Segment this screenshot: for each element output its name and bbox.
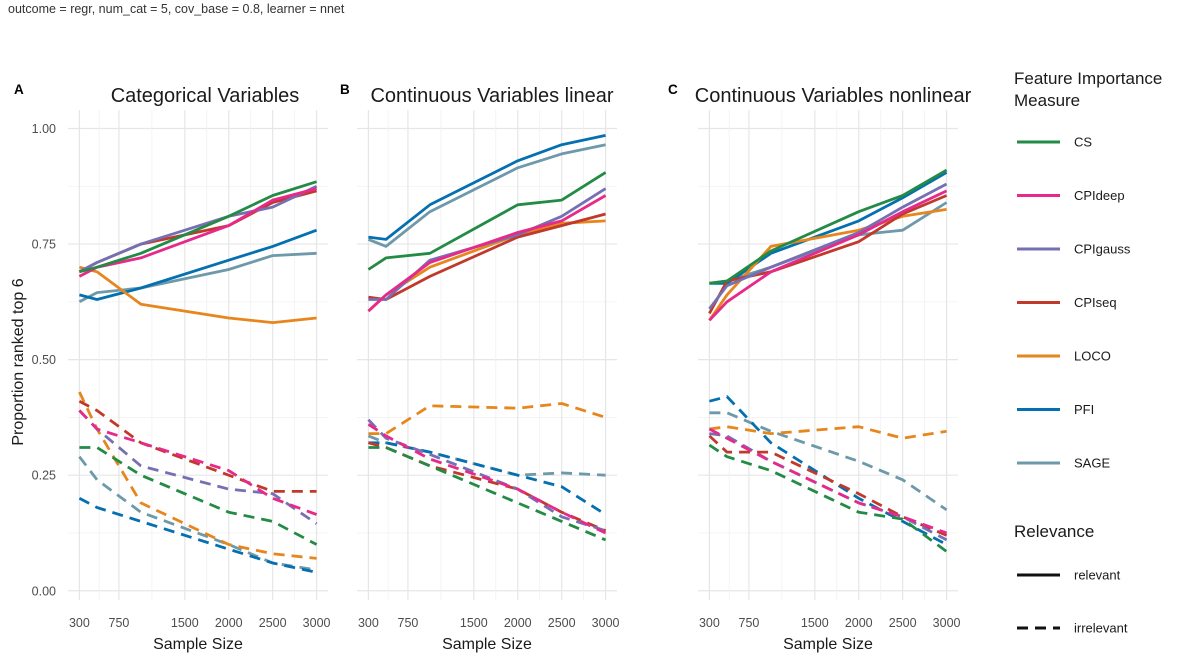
series-line-pfi-irrelevant: [368, 441, 607, 516]
grid: [698, 110, 958, 600]
series-line-sage-irrelevant: [78, 455, 317, 572]
x-tick-label: 3000: [303, 616, 331, 630]
grid: [357, 110, 617, 600]
series-line-loco-relevant: [79, 265, 317, 325]
panel-title: Continuous Variables linear: [370, 85, 613, 107]
panel-tag: C: [668, 82, 678, 97]
x-tick-label: 3000: [592, 616, 620, 630]
legend-label: relevant: [1074, 568, 1121, 583]
series-line-pfi-relevant: [79, 228, 318, 301]
series-line-cs-relevant: [79, 180, 318, 274]
series-line-cs-relevant: [367, 171, 607, 271]
x-tick-label: 3000: [933, 616, 961, 630]
x-tick-label: 300: [358, 616, 379, 630]
legend-title: Measure: [1014, 91, 1080, 110]
grid: [68, 110, 328, 600]
series-line-cpideep-relevant: [708, 189, 948, 322]
legend: Feature Importance Measure CS CPIdeep CPIgau…: [1014, 69, 1162, 636]
panel-c: C Continuous Variables nonlinear 300 750 150…: [668, 82, 972, 653]
legend-relevance-title: Relevance: [1014, 522, 1094, 541]
legend-label: CPIseq: [1074, 295, 1117, 310]
legend-label: CS: [1074, 135, 1092, 150]
x-tick-label: 2500: [889, 616, 917, 630]
x-tick-label: 300: [69, 616, 90, 630]
series-line-cpigauss-irrelevant: [78, 409, 318, 525]
panel-title: Categorical Variables: [111, 85, 300, 107]
series-line-cs-irrelevant: [708, 443, 948, 553]
panel-a: A Categorical Variables 0.00 0.25 0.50 0.75 1.…: [14, 82, 331, 653]
series-line-sage-irrelevant: [709, 411, 948, 512]
series-line-cpideep-irrelevant: [708, 427, 948, 535]
series-line-cpiseq-irrelevant: [78, 399, 317, 493]
series-line-pfi-irrelevant: [78, 497, 317, 574]
legend-label: CPIdeep: [1074, 188, 1125, 203]
x-tick-label: 300: [699, 616, 720, 630]
y-tick-label: 0.25: [32, 469, 56, 483]
x-axis-title: Sample Size: [153, 636, 243, 653]
x-axis-title: Sample Size: [783, 636, 873, 653]
series-line-cpigauss-relevant: [708, 182, 948, 310]
x-axis-title: Sample Size: [442, 636, 532, 653]
series-line-cpideep-relevant: [367, 194, 607, 313]
series-line-loco-irrelevant: [78, 391, 317, 560]
series-line-loco-irrelevant: [709, 425, 947, 440]
x-tick-label: 1500: [801, 616, 829, 630]
panels: A Categorical Variables 0.00 0.25 0.50 0.75 1.…: [14, 82, 972, 653]
y-tick-label: 0.00: [32, 584, 56, 598]
legend-label: SAGE: [1074, 456, 1110, 471]
series-line-loco-relevant: [367, 219, 606, 313]
x-tick-label: 2000: [215, 616, 243, 630]
x-tick-label: 750: [739, 616, 760, 630]
x-tick-label: 2000: [845, 616, 873, 630]
x-tick-label: 750: [398, 616, 419, 630]
x-tick-label: 2500: [548, 616, 576, 630]
x-tick-label: 1500: [171, 616, 199, 630]
series-lines: [78, 180, 318, 574]
series-line-cpiseq-relevant: [708, 194, 948, 315]
legend-label: LOCO: [1074, 349, 1111, 364]
series-line-sage-relevant: [78, 251, 317, 304]
panel-tag: B: [340, 82, 350, 97]
legend-label: irrelevant: [1074, 621, 1128, 636]
series-line-cpiseq-irrelevant: [368, 441, 607, 532]
series-line-cs-irrelevant: [368, 446, 607, 542]
x-tick-label: 1500: [460, 616, 488, 630]
panel-tag: A: [14, 82, 24, 97]
y-tick-label: 0.75: [32, 238, 56, 252]
panel-b: B Continuous Variables linear 300 750 1500 20…: [340, 82, 620, 653]
series-line-cpigauss-relevant: [78, 185, 318, 274]
series-lines: [708, 168, 948, 553]
series-line-cs-irrelevant: [79, 446, 318, 546]
x-tick-label: 750: [109, 616, 130, 630]
x-tick-label: 2000: [504, 616, 532, 630]
y-axis-title: Proportion ranked top 6: [10, 278, 27, 445]
figure-caption: outcome = regr, num_cat = 5, cov_base = …: [8, 2, 345, 16]
series-line-sage-irrelevant: [367, 434, 606, 477]
x-tick-label: 2500: [259, 616, 287, 630]
series-line-loco-relevant: [708, 208, 947, 322]
legend-label: CPIgauss: [1074, 242, 1131, 257]
legend-label: PFI: [1074, 402, 1094, 417]
y-tick-label: 0.50: [32, 353, 56, 367]
panel-title: Continuous Variables nonlinear: [695, 85, 972, 107]
series-line-loco-irrelevant: [368, 402, 607, 436]
series-line-sage-relevant: [367, 143, 606, 248]
series-line-pfi-relevant: [368, 134, 606, 241]
series-line-cpideep-irrelevant: [367, 423, 607, 535]
legend-title: Feature Importance: [1014, 69, 1162, 88]
y-tick-label: 1.00: [32, 122, 56, 136]
series-line-pfi-relevant: [709, 171, 948, 285]
series-lines: [367, 134, 607, 542]
series-line-cpideep-irrelevant: [78, 409, 318, 516]
series-line-cs-relevant: [709, 168, 948, 285]
